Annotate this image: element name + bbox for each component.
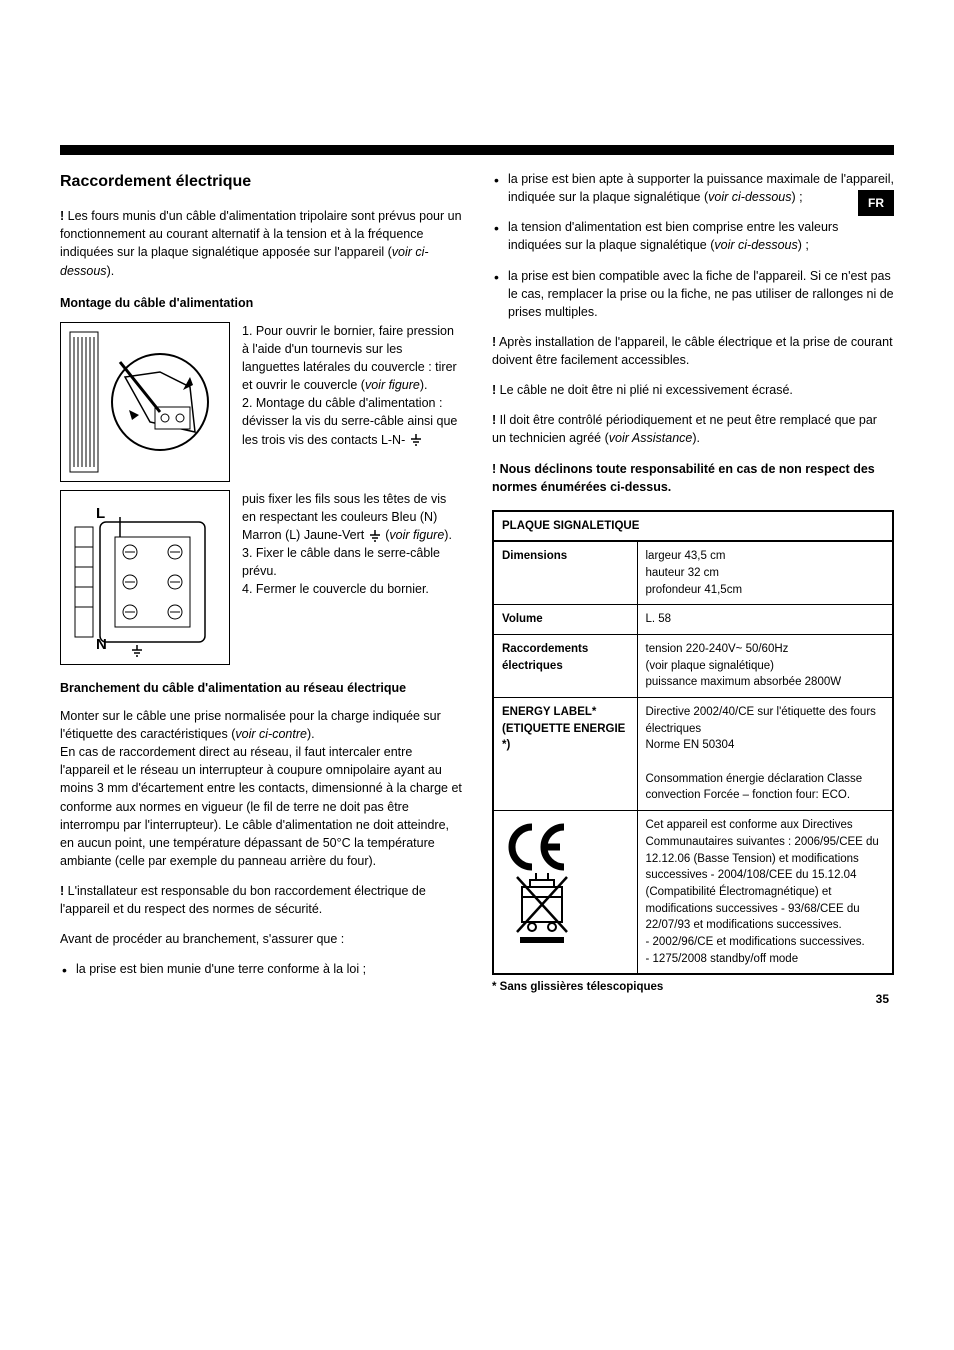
label-L: L — [96, 503, 105, 525]
access-note: ! Après installation de l'appareil, le c… — [492, 333, 894, 369]
installer-note: ! L'installateur est responsable du bon … — [60, 882, 462, 918]
right-column: la prise est bien apte à supporter la pu… — [492, 170, 894, 996]
table-row-label: Raccordements électriques — [493, 635, 637, 698]
table-row-value: Directive 2002/40/CE sur l'étiquette des… — [637, 698, 893, 811]
table-row-label: ENERGY LABEL* (ETIQUETTE ENERGIE *) — [493, 698, 637, 811]
right-bullet-list: la prise est bien apte à supporter la pu… — [492, 170, 894, 321]
subheading-branchement: Branchement du câble d'alimentation au r… — [60, 679, 462, 697]
table-row-value: largeur 43,5 cm hauteur 32 cm profondeur… — [637, 541, 893, 605]
figure1-text: 1. Pour ouvrir le bornier, faire pressio… — [242, 322, 462, 482]
avant-text: Avant de procéder au branchement, s'assu… — [60, 930, 462, 948]
signalplate-table: PLAQUE SIGNALETIQUE Dimensionslargeur 43… — [492, 510, 894, 975]
terminal-illustration — [70, 497, 220, 657]
table-row-label — [493, 811, 637, 975]
control-note: ! Il doit être contrôlé périodiquement e… — [492, 411, 894, 447]
table-row-value: tension 220-240V~ 50/60Hz (voir plaque s… — [637, 635, 893, 698]
section-heading: Raccordement électrique — [60, 170, 462, 193]
figure-row-1: 1. Pour ouvrir le bornier, faire pressio… — [60, 322, 462, 482]
table-row-value: L. 58 — [637, 605, 893, 635]
list-item: la tension d'alimentation est bien compr… — [492, 218, 894, 254]
table-row-label: Dimensions — [493, 541, 637, 605]
branch-p2: En cas de raccordement direct au réseau,… — [60, 743, 462, 870]
table-row-value: Cet appareil est conforme aux Directives… — [637, 811, 893, 975]
figure2-text: puis fixer les fils sous les têtes de vi… — [242, 490, 462, 665]
intro-paragraph: ! Les fours munis d'un câble d'alimentat… — [60, 207, 462, 280]
footnote: * Sans glissières télescopiques — [492, 979, 894, 996]
list-item: la prise est bien apte à supporter la pu… — [492, 170, 894, 206]
table-row-label: Volume — [493, 605, 637, 635]
header-black-bar — [60, 145, 894, 155]
figure-bornier — [60, 322, 230, 482]
two-column-layout: Raccordement électrique ! Les fours muni… — [60, 170, 894, 996]
ce-weee-icon — [502, 817, 582, 947]
figure-terminal: L N — [60, 490, 230, 665]
warning-bold: ! Nous déclinons toute responsabilité en… — [492, 460, 894, 496]
branch-p1: Monter sur le câble une prise normalisée… — [60, 707, 462, 743]
subheading-montage: Montage du câble d'alimentation — [60, 294, 462, 312]
page-number: 35 — [876, 992, 889, 1006]
list-item: la prise est bien munie d'une terre conf… — [60, 960, 462, 978]
label-N: N — [96, 634, 107, 656]
list-item: la prise est bien compatible avec la fic… — [492, 267, 894, 321]
left-column: Raccordement électrique ! Les fours muni… — [60, 170, 462, 996]
ground-icon — [409, 433, 423, 447]
ground-icon — [368, 529, 382, 543]
bornier-illustration — [65, 327, 225, 477]
left-bullet-list: la prise est bien munie d'une terre conf… — [60, 960, 462, 978]
table-header: PLAQUE SIGNALETIQUE — [493, 511, 893, 542]
figure-row-2: L N puis — [60, 490, 462, 665]
cable-note: ! Le câble ne doit être ni plié ni exces… — [492, 381, 894, 399]
